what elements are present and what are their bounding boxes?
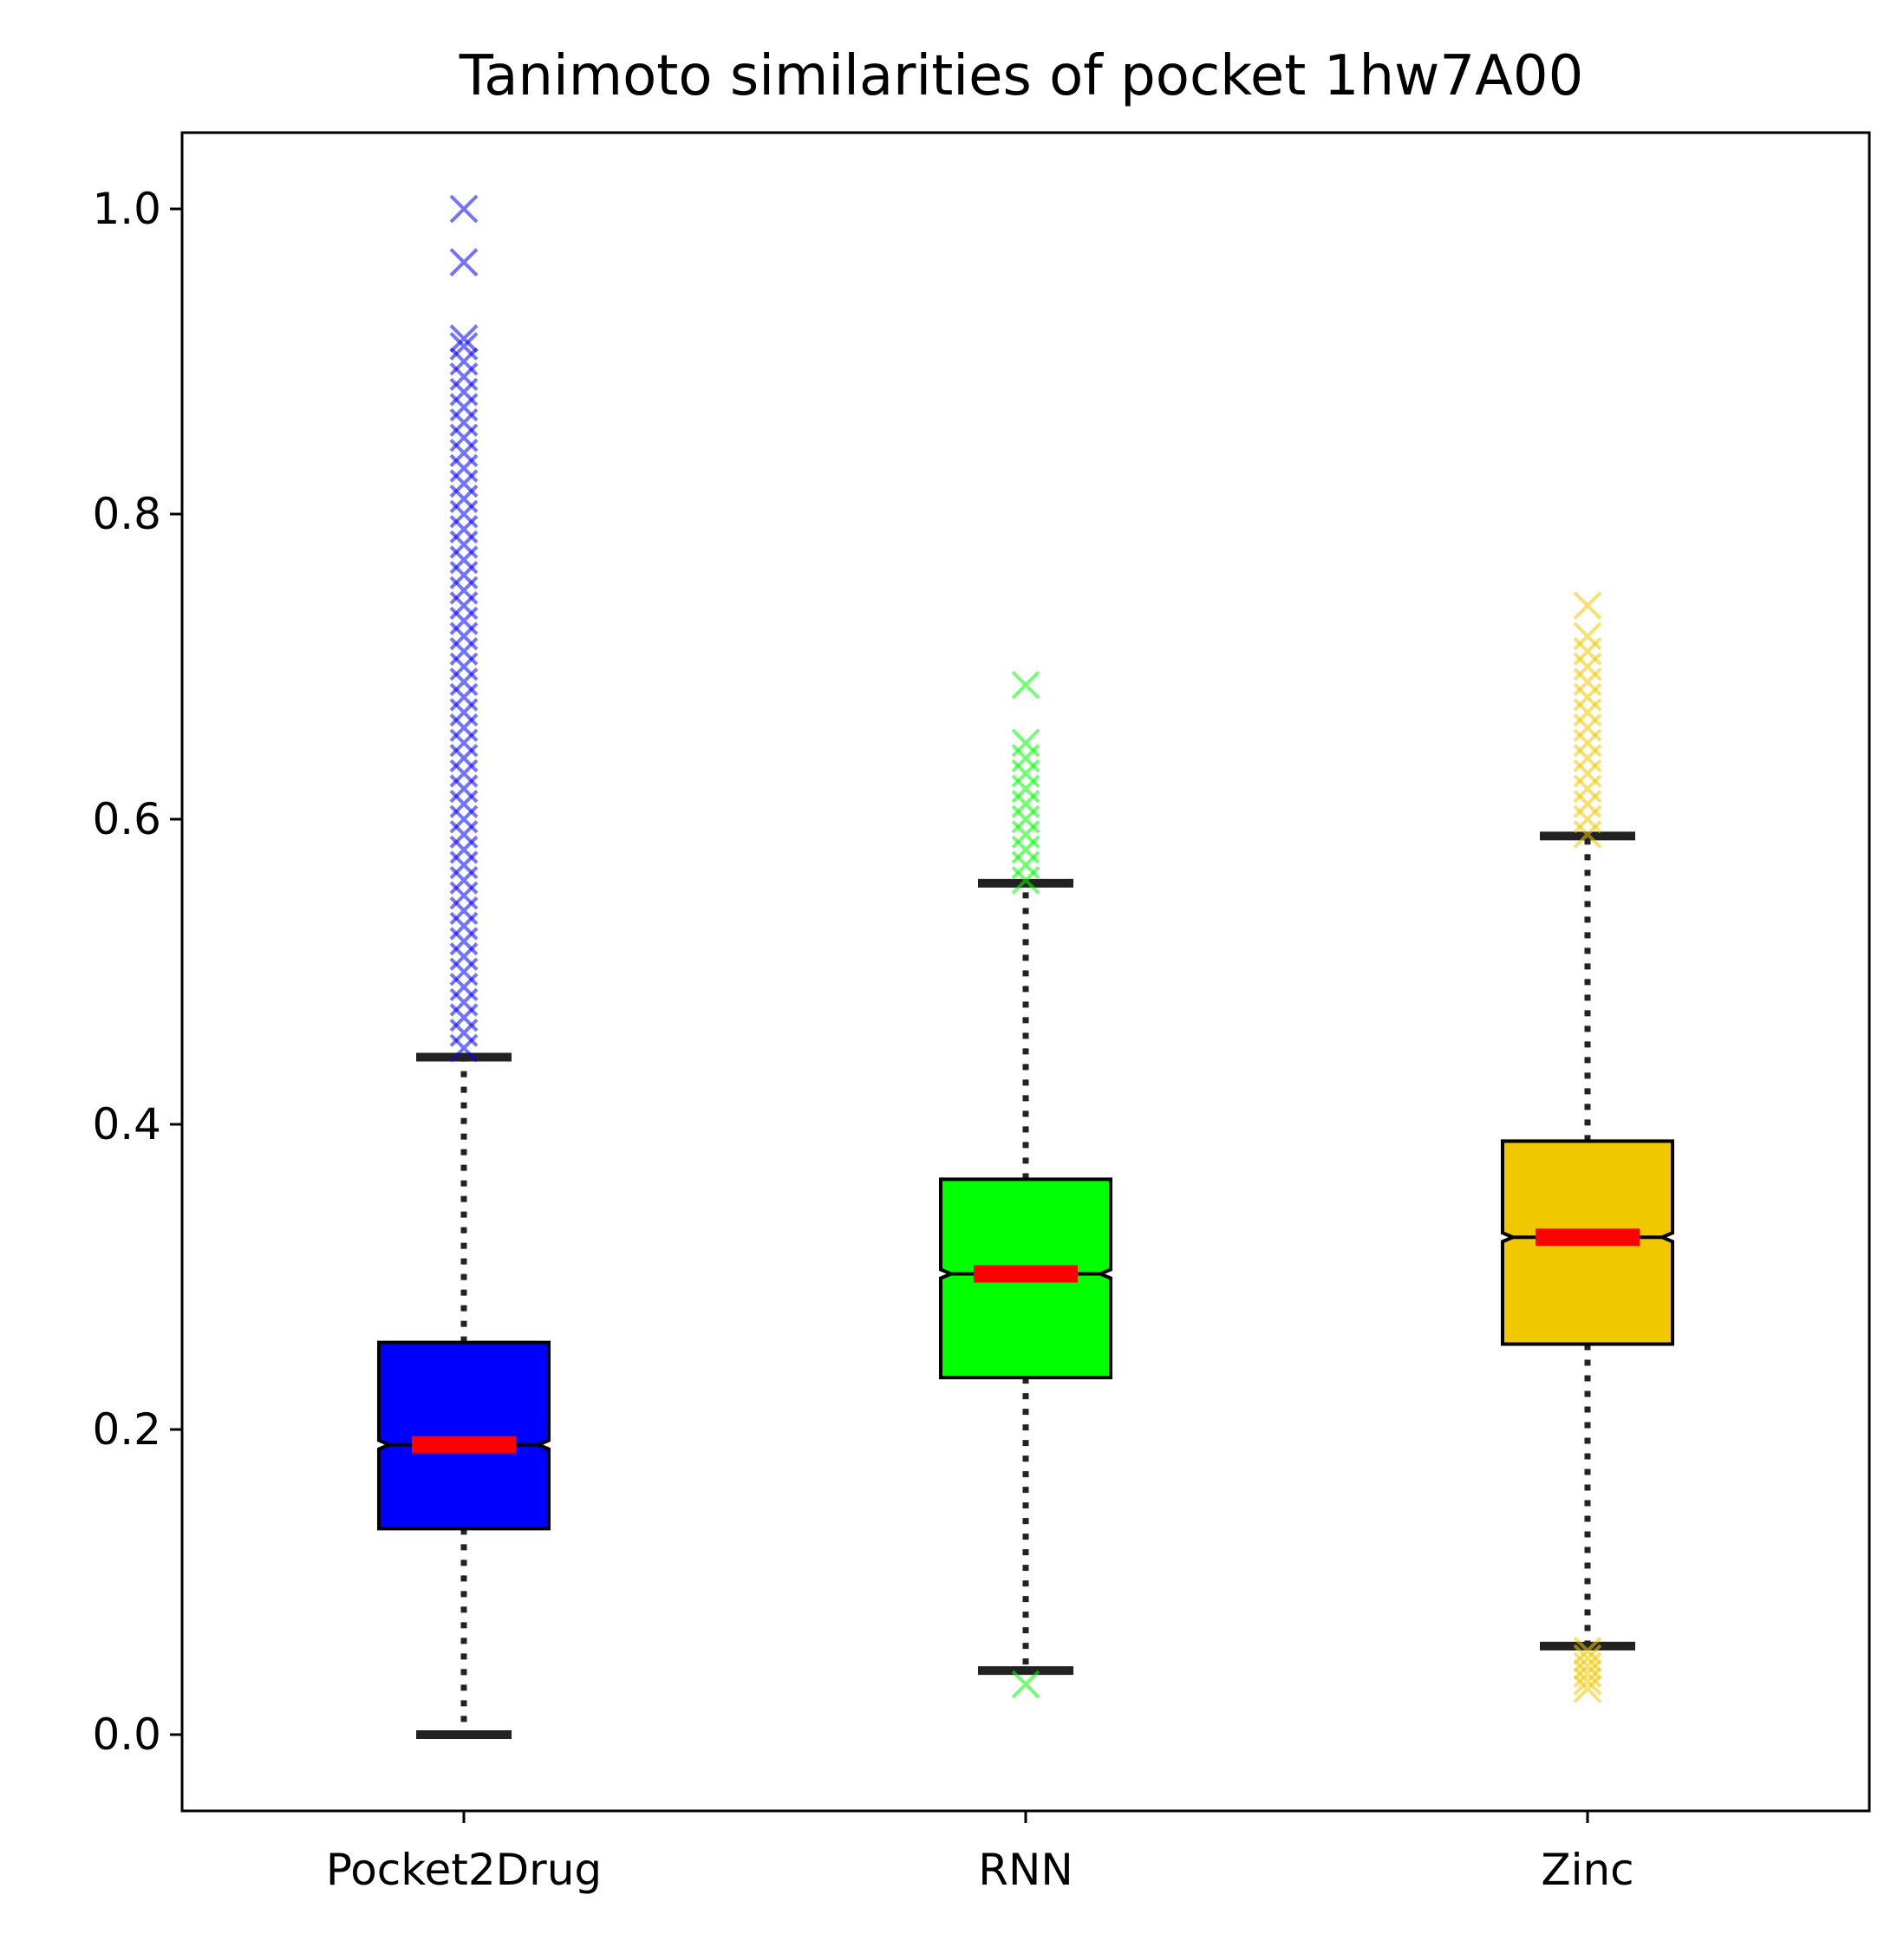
box (377, 1340, 551, 1531)
y-tick-label: 0.6 (92, 794, 161, 844)
chart-title: Tanimoto similarities of pocket 1hw7A00 (459, 44, 1584, 108)
outlier-marker (449, 1033, 479, 1063)
outlier-marker (449, 194, 479, 224)
x-tick-label: Zinc (1541, 1845, 1633, 1895)
y-axis: 0.0 0.2 0.4 0.6 0.8 1.0 (92, 184, 182, 1760)
y-tick-label: 0.0 (92, 1709, 161, 1760)
outlier-marker (1011, 1670, 1040, 1699)
outlier-marker (1573, 591, 1602, 621)
outlier-marker (449, 324, 479, 354)
box-group-zinc (1501, 591, 1674, 1703)
box-group-pocket2drug (377, 194, 551, 1739)
outlier-marker (449, 248, 479, 277)
plot-content (377, 194, 1674, 1739)
y-tick-label: 0.8 (92, 489, 161, 539)
outlier-marker (1011, 670, 1040, 700)
outlier-marker (1573, 1674, 1602, 1703)
y-tick-label: 1.0 (92, 184, 161, 234)
outlier-marker (1573, 1666, 1602, 1696)
box-group-rnn (939, 670, 1112, 1699)
x-tick-label: Pocket2Drug (326, 1845, 602, 1895)
outlier-marker (1573, 820, 1602, 850)
outlier-marker (1011, 865, 1040, 895)
y-tick-label: 0.4 (92, 1099, 161, 1149)
x-axis: Pocket2Drug RNN Zinc (326, 1811, 1634, 1895)
x-tick-label: RNN (978, 1845, 1073, 1895)
y-tick-label: 0.2 (92, 1404, 161, 1455)
